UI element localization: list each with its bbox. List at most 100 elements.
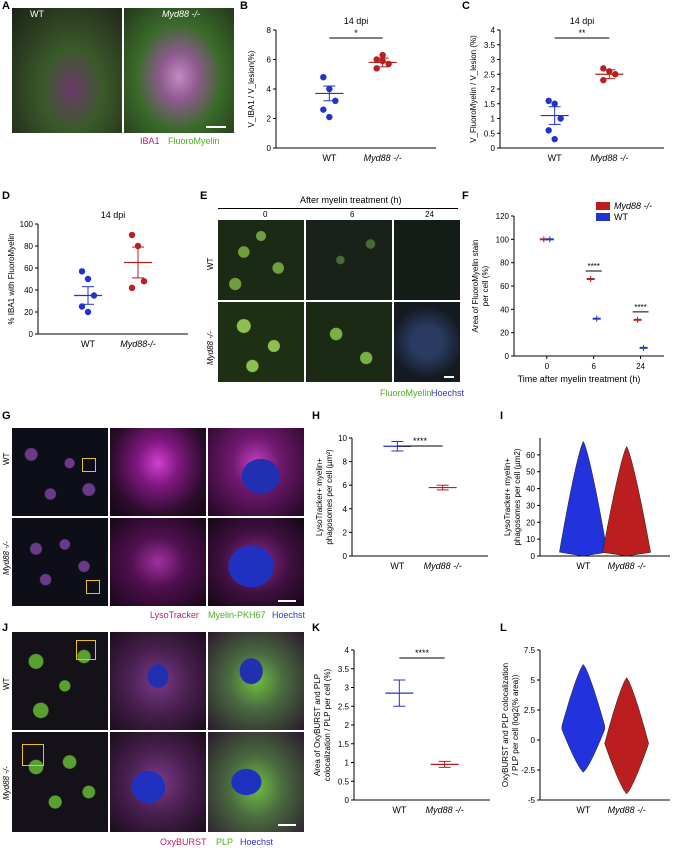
x-tick-label: WT bbox=[390, 561, 404, 571]
y-tick-label: 2 bbox=[345, 721, 350, 730]
panel-label-i: I bbox=[500, 410, 504, 422]
x-tick-label: WT bbox=[81, 339, 95, 349]
data-point bbox=[134, 242, 142, 250]
significance-label: * bbox=[354, 28, 358, 38]
micrograph-a-ko: Myd88 -/- bbox=[124, 8, 234, 133]
e-legend-hoechst: Hoechst bbox=[431, 388, 465, 398]
data-point bbox=[385, 60, 392, 68]
y-axis-label: colocalization / PLP per cell (%) bbox=[323, 668, 332, 781]
chart-k: 0 0.5 1 1.5 2 2.5 3 3.5 4 Area of OxyBURST and PL… bbox=[313, 646, 490, 815]
y-tick-label: 0.5 bbox=[338, 777, 350, 786]
micrograph-g-ko-merge bbox=[208, 518, 304, 606]
violin bbox=[602, 445, 651, 557]
y-tick-label: 40 bbox=[500, 305, 509, 314]
significance-label: **** bbox=[587, 262, 599, 271]
y-tick-label: 1 bbox=[491, 115, 496, 124]
y-tick-label: 60 bbox=[500, 282, 509, 291]
y-tick-label: 2.5 bbox=[484, 70, 496, 79]
y-tick-label: 20 bbox=[24, 308, 33, 317]
g-legend-pkh67: Myelin-PKH67 bbox=[208, 610, 266, 620]
y-tick-label: 3 bbox=[491, 56, 496, 65]
x-tick-label: Myd88 -/- bbox=[426, 805, 464, 815]
x-tick-label: Myd88 -/- bbox=[364, 153, 402, 163]
micrograph-j-ko-merge bbox=[208, 732, 304, 832]
chart-title: 14 dpi bbox=[344, 16, 369, 26]
data-point bbox=[320, 106, 327, 113]
y-axis-label: Area of FluoroMyelin stain bbox=[471, 240, 480, 333]
micrograph-j-ko-oxy bbox=[110, 732, 206, 832]
y-tick-label: 60 bbox=[24, 264, 33, 273]
y-tick-label: 60 bbox=[526, 451, 535, 460]
chart-l: -5 -2.5 0 2.5 5 7.5 OxyBURST and PLP colocaliz… bbox=[501, 646, 670, 815]
y-axis-label: / PLP per cell (log2(% area)) bbox=[511, 674, 520, 775]
violin bbox=[559, 440, 608, 557]
y-tick-label: 3 bbox=[345, 684, 350, 693]
data-point bbox=[84, 308, 92, 316]
y-axis-label: % IBA1 with FluoroMyelin bbox=[7, 233, 16, 324]
e-time-0: 0 bbox=[263, 210, 268, 219]
panel-label-b: B bbox=[240, 0, 248, 12]
legend-label: Myd88 -/- bbox=[614, 201, 652, 211]
x-tick-label: 6 bbox=[591, 362, 596, 371]
y-tick-label: 1 bbox=[345, 759, 350, 768]
j-legend-hoechst: Hoechst bbox=[240, 837, 274, 847]
violin bbox=[561, 663, 606, 773]
y-tick-label: -5 bbox=[528, 796, 536, 805]
y-axis-label: phagosomes per cell (µm²) bbox=[325, 449, 334, 545]
panel-label-d: D bbox=[2, 190, 10, 202]
y-tick-label: 40 bbox=[24, 286, 33, 295]
significance-label: **** bbox=[415, 648, 430, 658]
data-point bbox=[545, 127, 552, 134]
label-ko: Myd88 -/- bbox=[162, 9, 201, 19]
micrograph-a-wt: WT bbox=[12, 8, 122, 133]
e-header-rule bbox=[218, 208, 458, 209]
y-tick-label: 6 bbox=[267, 56, 272, 65]
y-axis-label: OxyBURST and PLP colocalization bbox=[501, 663, 510, 787]
zoom-box bbox=[86, 580, 100, 594]
y-tick-label: 3.5 bbox=[484, 41, 496, 50]
data-point bbox=[84, 275, 92, 283]
legend-label: WT bbox=[614, 212, 628, 222]
j-row-ko: Myd88 -/- bbox=[2, 766, 11, 800]
legend-iba1: IBA1 bbox=[140, 136, 160, 146]
micrograph-j-ko-overview bbox=[12, 732, 108, 832]
chart-title: 14 dpi bbox=[101, 210, 126, 220]
e-row-wt: WT bbox=[206, 257, 215, 270]
y-tick-label: 0 bbox=[531, 736, 536, 745]
y-tick-label: 20 bbox=[526, 518, 535, 527]
y-tick-label: 2.5 bbox=[524, 706, 536, 715]
x-tick-label: WT bbox=[392, 805, 406, 815]
y-tick-label: 1.5 bbox=[338, 740, 350, 749]
x-axis-label: Time after myelin treatment (h) bbox=[518, 374, 641, 384]
micrograph-e-wt-0 bbox=[218, 220, 304, 300]
y-tick-label: 100 bbox=[20, 220, 34, 229]
data-point bbox=[600, 65, 607, 72]
y-tick-label: 0 bbox=[29, 330, 34, 339]
y-axis-label: per cell (%) bbox=[481, 265, 490, 306]
micrograph-e-wt-24 bbox=[394, 220, 460, 300]
y-tick-label: 50 bbox=[526, 468, 535, 477]
data-point bbox=[551, 135, 558, 143]
e-time-6: 6 bbox=[350, 210, 355, 219]
y-tick-label: 120 bbox=[496, 212, 510, 221]
x-tick-label: Myd88 -/- bbox=[590, 153, 628, 163]
scale-bar bbox=[278, 600, 296, 602]
significance-label: **** bbox=[413, 436, 428, 446]
y-tick-label: 0 bbox=[505, 352, 510, 361]
x-tick-label: 0 bbox=[545, 362, 550, 371]
zoom-box bbox=[22, 744, 44, 766]
y-tick-label: 0.5 bbox=[484, 129, 496, 138]
y-tick-label: 4 bbox=[343, 505, 348, 514]
data-point bbox=[545, 97, 552, 105]
y-axis-label: phagosomes per cell (µm2) bbox=[513, 448, 522, 545]
y-tick-label: 8 bbox=[343, 458, 348, 467]
legend-swatch bbox=[596, 213, 610, 221]
y-tick-label: 0 bbox=[531, 552, 536, 561]
e-time-24: 24 bbox=[425, 210, 434, 219]
legend-fluoromyelin: FluoroMyelin bbox=[168, 136, 220, 146]
data-point bbox=[326, 113, 333, 121]
micrograph-j-wt-overview bbox=[12, 632, 108, 730]
x-tick-label: WT bbox=[548, 153, 562, 163]
y-tick-label: 10 bbox=[338, 434, 347, 443]
chart-d: 0 20 40 60 80 100 % IBA1 with FluoroMyelin 14 d… bbox=[7, 210, 188, 349]
